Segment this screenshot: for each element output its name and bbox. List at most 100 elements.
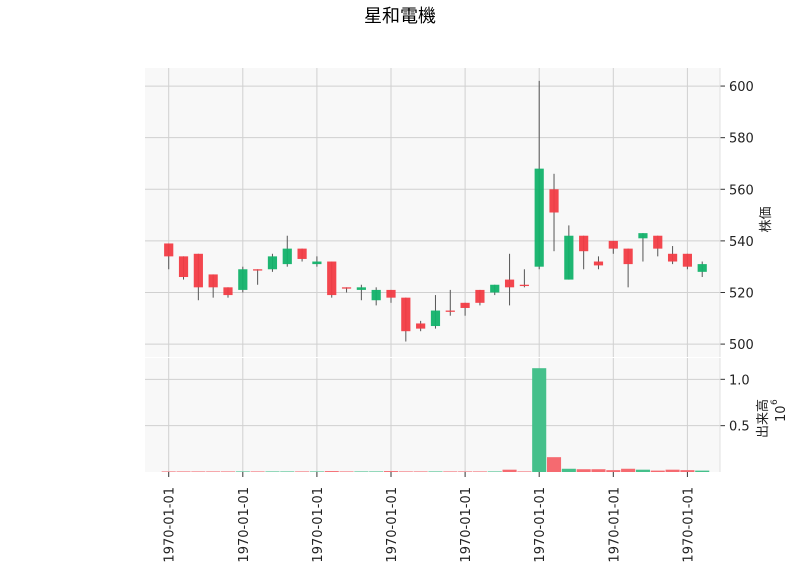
- volume-bar: [220, 471, 236, 472]
- volume-bar: [265, 471, 280, 472]
- volume-bar: [339, 471, 354, 472]
- volume-panel: 0.5 1.0 出来高 106: [145, 358, 789, 472]
- candle-body: [504, 279, 515, 288]
- volume-bar: [383, 471, 399, 472]
- volume-bar: [680, 470, 695, 472]
- candle-body: [223, 287, 233, 296]
- candle-body: [238, 269, 248, 290]
- candle-body: [519, 284, 529, 287]
- volume-bar: [621, 468, 636, 472]
- candle-body: [193, 253, 203, 288]
- chart-title: 星和電機: [364, 6, 436, 27]
- volume-bar: [413, 471, 428, 472]
- price-tick-label: 500: [729, 338, 754, 353]
- candle-body: [608, 240, 618, 249]
- candle-body: [401, 297, 411, 332]
- volume-bar: [695, 470, 710, 472]
- candle-body: [253, 269, 263, 271]
- volume-scale-label: 10: [774, 405, 789, 422]
- candle-body: [327, 261, 337, 296]
- volume-bar: [324, 471, 339, 472]
- volume-bar: [561, 468, 576, 472]
- candle-body: [282, 248, 292, 265]
- price-panel-background: [145, 68, 720, 357]
- x-axis: 1970-01-01 1970-01-01 1970-01-01 1970-01-01…: [163, 472, 696, 563]
- volume-bar: [650, 470, 665, 472]
- volume-bar: [250, 471, 265, 472]
- candle-body: [460, 302, 470, 308]
- candle-body: [697, 264, 707, 272]
- volume-bar: [191, 471, 206, 472]
- candle-body: [667, 253, 678, 262]
- volume-bar: [428, 471, 443, 472]
- candle-body: [416, 323, 426, 329]
- candle-body: [208, 274, 218, 288]
- candle-body: [623, 248, 633, 265]
- candle-body: [564, 235, 574, 280]
- x-tick-label: 1970-01-01: [163, 487, 178, 563]
- candle-body: [638, 233, 648, 239]
- volume-bar: [309, 471, 324, 472]
- volume-bar: [354, 471, 369, 472]
- volume-axis-label: 出来高: [755, 399, 771, 438]
- candle-body: [297, 248, 307, 259]
- candle-body: [579, 235, 589, 252]
- volume-bar: [606, 470, 621, 472]
- volume-bar: [532, 368, 547, 472]
- candle-body: [653, 235, 663, 249]
- volume-bar: [295, 471, 310, 472]
- candle-body: [475, 289, 485, 303]
- volume-scale-exponent: 6: [770, 399, 780, 405]
- price-tick-label: 560: [729, 183, 754, 198]
- volume-bar: [235, 471, 250, 472]
- volume-bar: [176, 471, 191, 472]
- volume-bar: [280, 471, 295, 472]
- x-tick-label: 1970-01-01: [385, 487, 400, 563]
- candle-body: [164, 243, 174, 257]
- candle-body: [490, 284, 500, 293]
- price-tick-label: 540: [729, 235, 754, 250]
- volume-panel-background: [145, 358, 720, 472]
- x-tick-label: 1970-01-01: [681, 487, 696, 563]
- volume-tick-label: 1.0: [729, 373, 750, 388]
- candle-body: [371, 289, 381, 301]
- volume-bar: [369, 471, 384, 472]
- volume-bar: [517, 471, 532, 472]
- volume-bar: [472, 471, 487, 472]
- volume-bar: [502, 469, 517, 472]
- candle-body: [682, 253, 692, 267]
- volume-bar: [665, 469, 680, 472]
- candle-body: [312, 261, 322, 265]
- volume-bar: [443, 471, 458, 472]
- candle-body: [178, 256, 189, 278]
- volume-bar: [206, 471, 221, 472]
- x-tick-label: 1970-01-01: [459, 487, 474, 563]
- candle-body: [341, 287, 352, 289]
- volume-bar: [576, 469, 591, 472]
- x-tick-label: 1970-01-01: [311, 487, 326, 563]
- volume-bar: [161, 471, 176, 472]
- volume-bar: [591, 469, 606, 472]
- x-tick-label: 1970-01-01: [237, 487, 252, 563]
- candle-body: [267, 256, 278, 270]
- price-tick-label: 580: [729, 132, 754, 147]
- volume-bar: [546, 457, 562, 472]
- volume-tick-label: 0.5: [729, 420, 750, 435]
- volume-bar: [458, 471, 473, 472]
- volume-bar: [398, 471, 413, 472]
- candle-body: [549, 189, 559, 213]
- price-tick-label: 600: [729, 80, 754, 95]
- candle-body: [430, 310, 441, 327]
- price-axis-label: 株価: [759, 206, 774, 232]
- price-tick-label: 520: [729, 286, 754, 301]
- x-tick-label: 1970-01-01: [607, 487, 622, 563]
- volume-bar: [635, 469, 650, 472]
- candle-body: [534, 168, 544, 267]
- volume-bar: [487, 471, 502, 472]
- price-panel: 500 520 540 560 580 600 株価: [145, 68, 774, 357]
- candle-body: [445, 310, 455, 312]
- candle-body: [593, 261, 604, 266]
- candle-body: [386, 289, 396, 298]
- candle-body: [356, 287, 366, 290]
